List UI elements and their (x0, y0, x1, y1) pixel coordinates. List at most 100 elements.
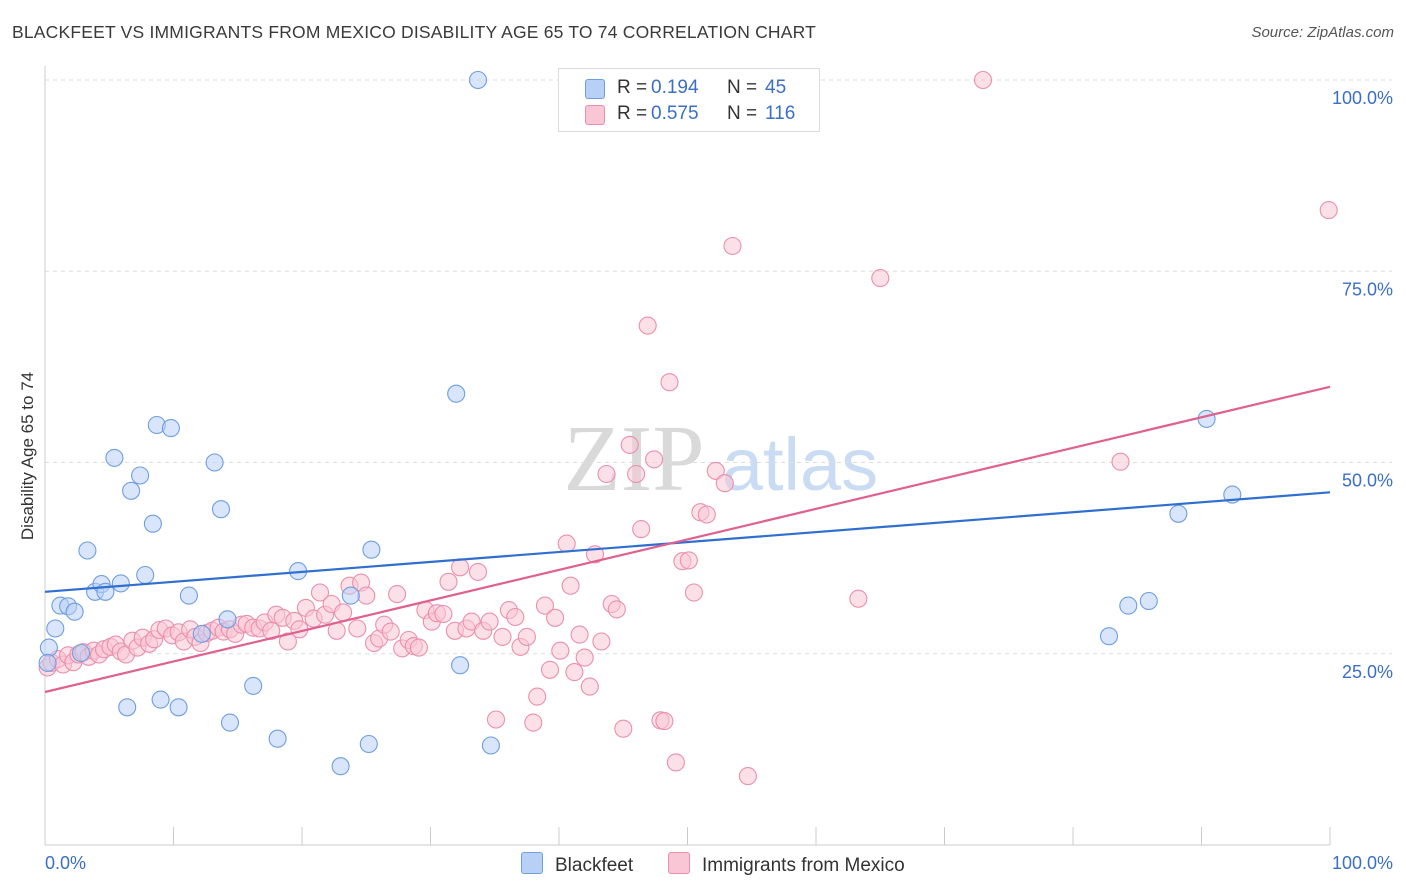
blackfeet-point (78, 541, 97, 560)
blackfeet-point (1139, 591, 1158, 611)
watermark-atlas: atlas (722, 423, 878, 506)
y-tick-label: 100.0% (1332, 88, 1393, 108)
blackfeet-point (244, 676, 263, 695)
axis-labels: 25.0% 50.0% 75.0% 100.0% 0.0% 100.0% Disabilit… (18, 88, 1393, 873)
mexico-point (480, 612, 499, 631)
mexico-point (565, 663, 584, 682)
mexico-point (592, 632, 611, 651)
mexico-point (535, 596, 554, 615)
mexico-point (381, 622, 400, 641)
mexico-point (524, 713, 543, 732)
chart-title: BLACKFEET VS IMMIGRANTS FROM MEXICO DISA… (12, 22, 817, 42)
mexico-point (580, 677, 599, 696)
mexico-point (849, 589, 868, 608)
blackfeet-point (105, 448, 124, 467)
blackfeet-point (136, 565, 155, 585)
mexico-point (570, 625, 589, 644)
mexico-point (493, 627, 512, 646)
mexico-point (439, 572, 458, 591)
legend-r-value: 0.194 (651, 77, 699, 98)
legend-item-mexico: Immigrants from Mexico (668, 852, 905, 877)
y-tick-label: 75.0% (1342, 279, 1393, 299)
blackfeet-point (151, 690, 170, 709)
y-axis-label: Disability Age 65 to 74 (18, 372, 37, 540)
legend-n-value: 45 (765, 77, 787, 98)
mexico-point (871, 269, 890, 288)
blackfeet-point (341, 586, 360, 605)
mexico-point (655, 712, 674, 731)
blackfeet-point (161, 419, 180, 438)
legend-n-label: N = (727, 103, 758, 124)
watermark-zip: ZIP (564, 407, 705, 511)
mexico-point (561, 576, 580, 595)
blackfeet-point (192, 624, 211, 643)
legend-label-blackfeet: Blackfeet (555, 855, 634, 876)
mexico-point (506, 607, 525, 627)
blackfeet-point (211, 500, 231, 519)
mexico-point (388, 585, 407, 604)
blackfeet-point (39, 638, 58, 657)
blackfeet-point (481, 736, 500, 755)
mexico-point (409, 638, 428, 657)
mexico-swatch (585, 105, 605, 125)
y-tick-label: 25.0% (1342, 662, 1393, 682)
blackfeet-trend-line (44, 491, 1331, 593)
blackfeet-point (331, 757, 350, 776)
mexico-point (614, 719, 633, 738)
legend-r-label: R = (617, 77, 648, 98)
blackfeet-point (451, 656, 470, 675)
blackfeet-point (122, 481, 141, 500)
watermark: ZIP atlas (564, 407, 879, 511)
blackfeet-point (447, 384, 466, 403)
mexico-point (973, 70, 993, 90)
mexico-point (357, 586, 376, 605)
mexico-point (632, 520, 651, 539)
mexico-point (697, 505, 716, 524)
blackfeet-point (169, 698, 188, 717)
blackfeet-point (46, 619, 65, 638)
mexico-point (434, 604, 453, 624)
mexico-trend-line (44, 385, 1331, 694)
axes (44, 66, 1331, 846)
mexico-point (528, 687, 547, 706)
mexico-point (575, 648, 594, 667)
trend-lines (44, 385, 1331, 694)
blackfeet-point (268, 729, 287, 748)
blackfeet-point (111, 574, 130, 593)
mexico-point (627, 464, 646, 484)
legend-n-value: 116 (765, 103, 796, 124)
mexico-point (310, 583, 330, 602)
mexico-swatch (668, 852, 690, 874)
x-tick-label: 100.0% (1332, 853, 1393, 873)
mexico-point (486, 710, 506, 729)
y-tick-label: 50.0% (1342, 471, 1393, 491)
mexico-point (517, 627, 536, 646)
blackfeet-point (131, 466, 150, 485)
mexico-point (1319, 201, 1338, 220)
legend-r-value: 0.575 (651, 103, 699, 124)
blackfeet-point (1119, 596, 1138, 615)
blackfeet-point (1169, 504, 1188, 523)
blackfeet-point (468, 70, 488, 90)
x-tick-label: 0.0% (45, 853, 86, 873)
legend-r-label: R = (617, 103, 648, 124)
mexico-point (620, 435, 639, 454)
legend-n-label: N = (727, 77, 758, 98)
blackfeet-swatch (585, 79, 605, 99)
legend-label-mexico: Immigrants from Mexico (702, 855, 905, 876)
mexico-point (334, 603, 353, 622)
mexico-point (540, 660, 560, 679)
blackfeet-point (218, 610, 237, 629)
blackfeet-point (1099, 627, 1119, 646)
blackfeet-point (38, 653, 57, 672)
mexico-points (38, 70, 1338, 786)
blackfeet-point (359, 734, 378, 754)
gridlines (45, 79, 1392, 655)
mexico-point (546, 608, 565, 627)
blackfeet-point (118, 698, 137, 717)
mexico-point (715, 474, 734, 493)
mexico-point (348, 619, 367, 638)
blackfeet-point (65, 602, 84, 621)
blackfeet-swatch (521, 852, 543, 874)
